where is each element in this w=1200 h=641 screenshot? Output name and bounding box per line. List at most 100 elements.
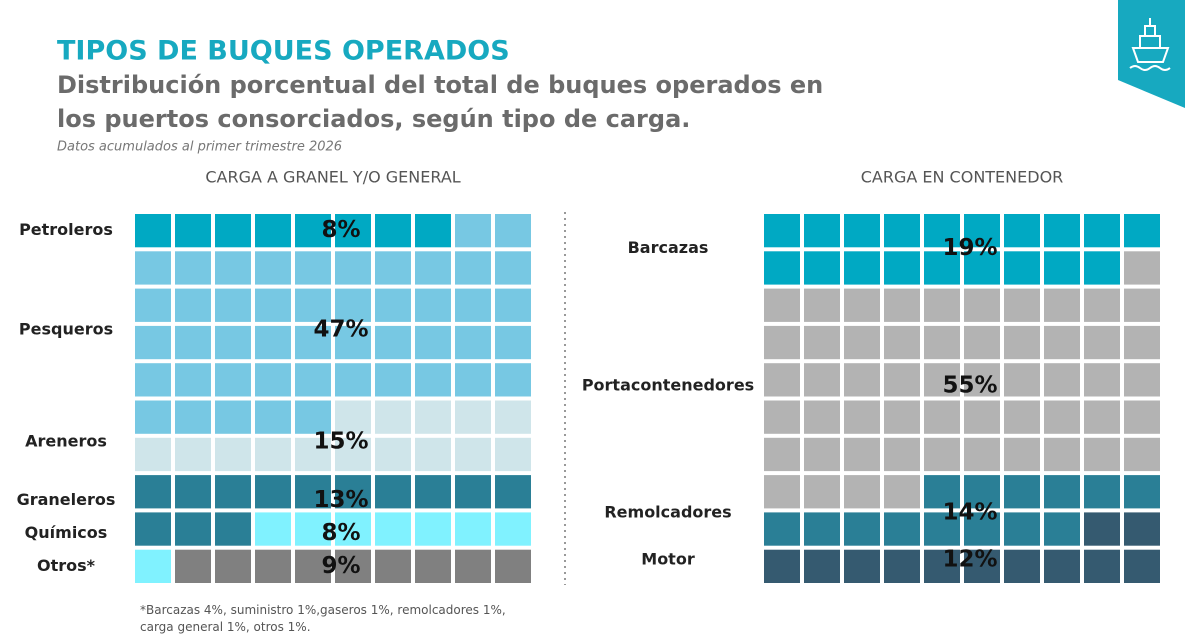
waffle-cell <box>884 363 920 397</box>
waffle-cell <box>1044 400 1080 434</box>
waffle-cell <box>1004 251 1040 285</box>
waffle-cell <box>135 437 171 472</box>
waffle-cell <box>804 214 840 248</box>
waffle-cell <box>255 475 291 509</box>
waffle-cell <box>495 475 531 509</box>
waffle-cell <box>964 251 1000 285</box>
waffle-cell <box>415 437 451 472</box>
waffle-cell <box>1044 363 1080 397</box>
waffle-cell <box>964 400 1000 434</box>
waffle-cell <box>335 325 371 360</box>
waffle-cell <box>844 325 880 360</box>
waffle-cell <box>1124 400 1160 434</box>
waffle-cell <box>415 325 451 360</box>
waffle-cell <box>495 400 531 434</box>
waffle-cell <box>884 475 920 509</box>
waffle-cell <box>295 363 331 397</box>
waffle-cell <box>255 437 291 472</box>
waffle-cell <box>455 400 491 434</box>
waffle-cell <box>135 400 171 434</box>
waffle-cell <box>255 363 291 397</box>
category-label: Petroleros <box>19 220 113 239</box>
waffle-cell <box>495 251 531 285</box>
waffle-cell <box>924 475 960 509</box>
waffle-cell <box>1044 549 1080 583</box>
waffle-cell <box>1004 437 1040 472</box>
waffle-cell <box>175 214 211 248</box>
waffle-cell <box>1084 363 1120 397</box>
value-label: 12% <box>942 547 997 573</box>
waffle-cell <box>335 437 371 472</box>
waffle-cell <box>1084 251 1120 285</box>
waffle-cell <box>804 325 840 360</box>
waffle-cell <box>455 475 491 509</box>
waffle-cell <box>135 214 171 248</box>
waffle-cell <box>415 214 451 248</box>
waffle-cell <box>215 288 251 322</box>
waffle-cell <box>1004 512 1040 546</box>
waffle-cell <box>255 251 291 285</box>
waffle-cell <box>884 288 920 322</box>
waffle-cell <box>175 512 211 546</box>
waffle-cell <box>804 512 840 546</box>
waffle-cell <box>964 437 1000 472</box>
waffle-cell <box>375 214 411 248</box>
waffle-cell <box>1004 288 1040 322</box>
waffle-cell <box>255 214 291 248</box>
waffle-cell <box>215 325 251 360</box>
waffle-cell <box>495 363 531 397</box>
waffle-cell <box>1084 512 1120 546</box>
waffle-cell <box>1004 363 1040 397</box>
waffle-cell <box>764 288 800 322</box>
waffle-cell <box>295 251 331 285</box>
category-label: Graneleros <box>17 490 116 509</box>
waffle-cell <box>1044 214 1080 248</box>
waffle-cell <box>375 512 411 546</box>
waffle-cell <box>1044 475 1080 509</box>
waffle-cell <box>964 214 1000 248</box>
waffle-cell <box>175 363 211 397</box>
waffle-cell <box>375 288 411 322</box>
category-label: Químicos <box>25 523 108 542</box>
waffle-cell <box>804 363 840 397</box>
waffle-cell <box>175 288 211 322</box>
waffle-cell <box>884 251 920 285</box>
waffle-cell <box>335 512 371 546</box>
waffle-cell <box>375 437 411 472</box>
waffle-cell <box>175 325 211 360</box>
waffle-cell <box>335 549 371 583</box>
waffle-cell <box>884 549 920 583</box>
waffle-cell <box>1044 437 1080 472</box>
waffle-cell <box>1004 475 1040 509</box>
waffle-cell <box>175 400 211 434</box>
waffle-cell <box>455 549 491 583</box>
waffle-cell <box>764 512 800 546</box>
waffle-cell <box>844 512 880 546</box>
waffle-cell <box>1084 549 1120 583</box>
waffle-cell <box>924 214 960 248</box>
waffle-cell <box>495 325 531 360</box>
waffle-cell <box>884 214 920 248</box>
waffle-cell <box>924 251 960 285</box>
waffle-cell <box>335 288 371 322</box>
waffle-cell <box>495 437 531 472</box>
waffle-cell <box>1084 475 1120 509</box>
waffle-cell <box>215 475 251 509</box>
ship-icon <box>1118 0 1185 108</box>
waffle-cell <box>1124 512 1160 546</box>
waffle-cell <box>1044 251 1080 285</box>
chart-title: CARGA A GRANEL Y/O GENERAL <box>205 168 460 187</box>
waffle-cell <box>295 288 331 322</box>
waffle-cell <box>295 475 331 509</box>
waffle-cell <box>804 400 840 434</box>
category-label: Motor <box>641 550 695 569</box>
waffle-cell <box>175 437 211 472</box>
waffle-cell <box>964 512 1000 546</box>
value-label: 15% <box>313 429 368 455</box>
waffle-cell <box>1124 214 1160 248</box>
waffle-cell <box>924 325 960 360</box>
category-label: Portacontenedores <box>582 375 754 394</box>
chart-title: CARGA EN CONTENEDOR <box>861 168 1064 187</box>
waffle-cell <box>1084 400 1120 434</box>
